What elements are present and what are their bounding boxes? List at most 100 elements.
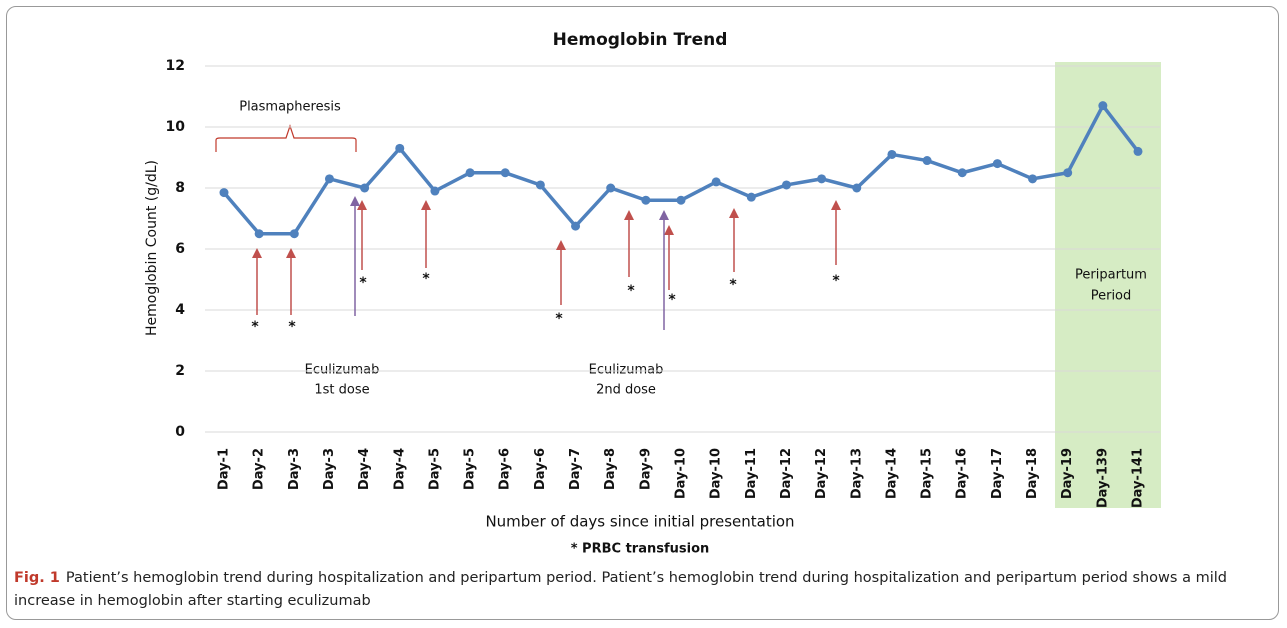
x-axis-label: Number of days since initial presentatio… [485,513,794,531]
point [395,143,405,153]
brace [215,124,357,152]
transfusion-marker: * [832,273,840,289]
x-tick-label: Day-141 [1131,448,1146,508]
line [222,102,1140,236]
point [676,195,686,205]
point [1098,101,1108,111]
x-tick-label: Day-6 [533,448,548,490]
x-tick-label: Day-139 [1095,448,1110,508]
y-axis-label: Hemoglobin Count (g/dL) [144,160,160,336]
transfusion-marker: * [288,319,296,335]
transfusion-marker: * [251,319,259,335]
point [781,180,791,190]
x-tick-label: Day-17 [990,448,1005,499]
point [852,183,862,193]
arrow-head [357,200,367,210]
x-tick-label: Day-12 [779,448,794,499]
annotation: Eculizumab [589,363,664,378]
point [324,174,334,184]
arrow-head [831,200,841,210]
point [817,174,827,184]
x-tick-label: Day-9 [638,448,653,490]
arrow-head [556,240,566,250]
y-tick-label: 12 [166,58,185,74]
point [641,195,651,205]
x-tick-label: Day-4 [357,448,372,490]
x-tick-label: Day-5 [427,448,442,490]
x-tick-label: Day-14 [884,448,899,499]
arrow-head [624,210,634,220]
point [360,183,370,193]
point [430,186,440,196]
x-tick-label: Day-7 [568,448,583,490]
x-tick-label: Day-13 [849,448,864,499]
point [289,229,299,239]
y-tick-label: 10 [166,119,186,135]
arrow-head [252,248,262,258]
arrow-head [659,210,669,220]
point [1133,146,1143,156]
transfusion-marker: * [627,283,635,299]
arrow-head [664,225,674,235]
x-tick-label: Day-1 [217,448,232,490]
x-tick-label: Day-19 [1060,448,1075,499]
point [219,188,229,198]
chart: Hemoglobin Trend Number of days since in… [144,30,1161,557]
y-tick-label: 2 [175,363,185,379]
point [746,192,756,202]
annotation: Eculizumab [305,363,380,378]
figure-frame [6,6,1279,620]
y-tick-label: 6 [175,241,185,257]
x-tick-label: Day-10 [709,448,724,499]
arrow-head [421,200,431,210]
point [1063,168,1073,178]
point [500,168,510,178]
caption: Fig. 1 Patient’s hemoglobin trend during … [14,567,1276,613]
point [571,221,581,231]
point [711,177,721,187]
peripartum-region [1055,62,1161,508]
x-tick-label: Day-11 [744,448,759,499]
annotation: 2nd dose [596,383,656,398]
x-tick-label: Day-10 [674,448,689,499]
point [465,168,475,178]
point [957,168,967,178]
x-tick-label: Day-6 [498,448,513,490]
annotation: Peripartum [1075,268,1147,283]
annotation: 1st dose [314,383,369,398]
transfusion-marker: * [668,292,676,308]
point [606,183,616,193]
transfusion-marker: * [359,275,367,291]
x-tick-label: Day-4 [392,448,407,490]
point [254,229,264,239]
x-tick-label: Day-3 [287,448,302,490]
transfusion-marker: * [729,277,737,293]
y-tick-label: 0 [175,424,185,440]
annotation: Period [1091,289,1132,304]
chart-title: Hemoglobin Trend [553,30,728,50]
point [922,156,932,166]
x-tick-label: Day-3 [322,448,337,490]
point [535,180,545,190]
x-tick-label: Day-18 [1025,448,1040,499]
x-tick-label: Day-8 [603,448,618,490]
point [992,159,1002,169]
annotation: Plasmapheresis [239,100,341,115]
caption-text: Patient’s hemoglobin trend during hospit… [14,570,1227,609]
legend-note: * PRBC transfusion [571,542,710,557]
y-tick-label: 4 [175,302,185,318]
transfusion-marker: * [422,271,430,287]
arrow-head [350,196,360,206]
x-tick-label: Day-2 [252,448,267,490]
transfusion-marker: * [555,311,563,327]
point [1028,174,1038,184]
arrow-head [729,208,739,218]
point [887,149,897,159]
caption-label: Fig. 1 [14,570,60,586]
x-tick-label: Day-15 [920,448,935,499]
x-tick-label: Day-12 [814,448,829,499]
x-tick-label: Day-5 [463,448,478,490]
x-tick-label: Day-16 [955,448,970,499]
y-tick-label: 8 [175,180,185,196]
